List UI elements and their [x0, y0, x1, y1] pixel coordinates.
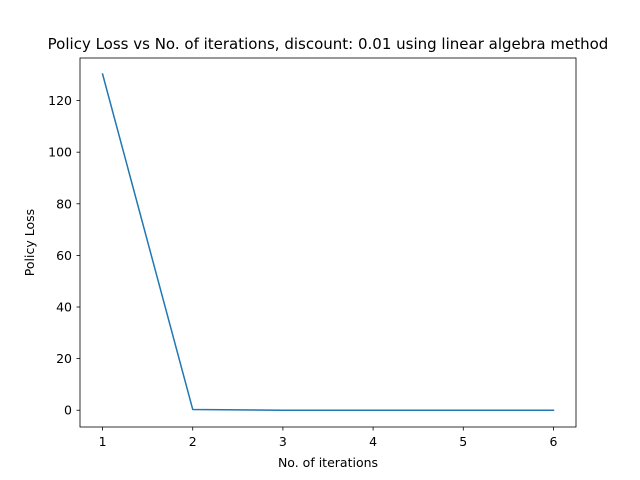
- x-axis-ticks: 1 2 3 4 5 6: [99, 427, 557, 449]
- y-tick-label: 60: [56, 248, 72, 263]
- x-tick-label: 5: [459, 434, 467, 449]
- y-tick-label: 40: [56, 300, 72, 315]
- y-tick-label: 120: [48, 93, 72, 108]
- x-tick-label: 2: [189, 434, 197, 449]
- y-tick-label: 20: [56, 351, 72, 366]
- x-axis-label: No. of iterations: [278, 455, 378, 470]
- y-tick-label: 80: [56, 196, 72, 211]
- x-tick-label: 4: [369, 434, 377, 449]
- x-tick-label: 3: [279, 434, 287, 449]
- plot-area: [79, 57, 577, 428]
- y-axis-ticks: 0 20 40 60 80 100 120: [48, 93, 80, 418]
- y-tick-label: 100: [48, 145, 72, 160]
- y-tick-label: 0: [64, 403, 72, 418]
- chart-title: Policy Loss vs No. of iterations, discou…: [48, 35, 609, 53]
- x-tick-label: 6: [549, 434, 557, 449]
- series-line-0: [101, 73, 555, 411]
- x-tick-label: 1: [99, 434, 107, 449]
- y-axis-label: Policy Loss: [22, 209, 37, 276]
- plot-frame: [79, 57, 577, 428]
